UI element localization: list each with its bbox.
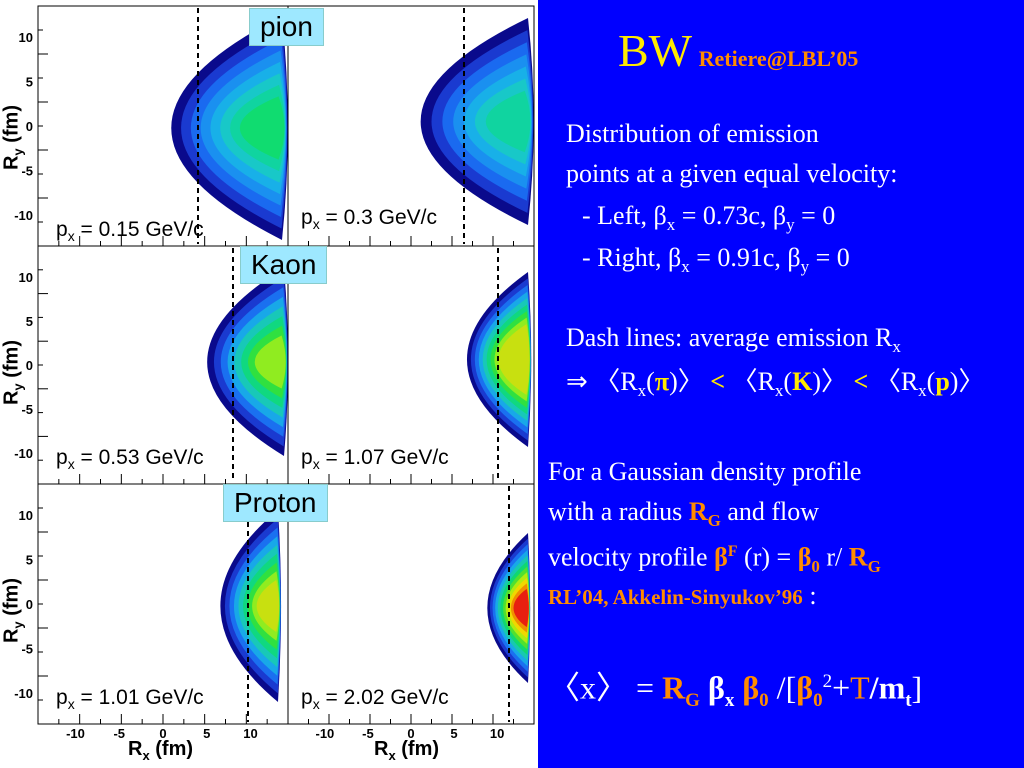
ytick-label-3-4: -5	[21, 641, 33, 656]
ytick-label-2-5: -10	[14, 446, 33, 461]
contour-2-7	[485, 90, 531, 153]
ytick-label-1-2: 5	[26, 75, 33, 90]
ytick-label-2-4: -5	[21, 402, 33, 417]
proton-label: Proton	[223, 484, 328, 522]
text-line-5: Dash lines: average emission Rx	[566, 323, 901, 357]
x-axis-title-2: Rx (fm)	[374, 738, 440, 763]
xtick-label-2-2: -5	[362, 726, 374, 741]
text-line-4: - Right, βx = 0.91c, βy = 0	[582, 243, 850, 277]
ytick-label-1-3: 0	[26, 119, 33, 134]
xtick-label-1-4: 5	[203, 726, 210, 741]
xtick-label-1-1: -10	[66, 726, 85, 741]
momentum-label-3: px = 0.53 GeV/c	[56, 446, 204, 473]
pion-label: pion	[249, 8, 324, 46]
ytick-label-3-3: 0	[26, 597, 33, 612]
text-line-10: RL’04, Akkelin-Sinyukov’96 :	[548, 581, 817, 610]
text-line-7: For a Gaussian density profile	[548, 457, 862, 486]
momentum-label-2: px = 0.3 GeV/c	[301, 206, 438, 233]
ytick-label-2-2: 5	[26, 314, 33, 329]
momentum-label-5: px = 1.01 GeV/c	[56, 686, 204, 713]
text-panel: BW Retiere@LBL’05 Distribution of emissi…	[538, 0, 1024, 768]
text-line-3: - Left, βx = 0.73c, βy = 0	[582, 201, 836, 235]
contour-1-8	[239, 96, 285, 160]
ytick-label-3-1: 10	[19, 508, 33, 523]
text-line-9: velocity profile βF (r) = β0 r/ RG	[548, 542, 881, 576]
xtick-label-2-1: -10	[316, 726, 335, 741]
contour-6-11	[513, 588, 529, 628]
y-axis-title-3: Ry (fm)	[0, 578, 26, 644]
xtick-label-1-2: -5	[113, 726, 125, 741]
xtick-label-1-5: 10	[243, 726, 257, 741]
y-axis-title-2: Ry (fm)	[0, 340, 26, 406]
xtick-label-2-3: 0	[407, 726, 414, 741]
slide-title: BW Retiere@LBL’05	[618, 25, 859, 76]
text-line-1: Distribution of emission	[566, 119, 819, 148]
contour-3-8	[254, 335, 286, 389]
text-line-6: ⇒ 〈Rx(π)〉 < 〈Rx(K)〉 < 〈Rx(p)〉	[566, 367, 985, 401]
contour-4-11	[506, 337, 530, 382]
xtick-label-2-5: 10	[490, 726, 504, 741]
ytick-label-1-1: 10	[19, 30, 33, 45]
kaon-label: Kaon	[240, 246, 328, 284]
momentum-label-1: px = 0.15 GeV/c	[56, 218, 204, 245]
x-axis-title-1: Rx (fm)	[128, 738, 194, 763]
ytick-label-1-5: -10	[14, 208, 33, 223]
contour-5-9	[256, 579, 280, 633]
xtick-label-2-4: 5	[450, 726, 457, 741]
emission-plots: 10 5 0 -5 -10 10 5 0 -5 -10 10 5 0 -5 -10 -10 -5 0 5 10 -10 -…	[14, 5, 535, 741]
momentum-label-4: px = 1.07 GeV/c	[301, 446, 449, 473]
figure-panel: 10 5 0 -5 -10 10 5 0 -5 -10 10 5 0 -5 -10 -10 -5 0 5 10 -10 -…	[0, 0, 538, 768]
momentum-label-6: px = 2.02 GeV/c	[301, 686, 449, 713]
text-line-8: with a radius RG and flow	[548, 497, 820, 531]
ytick-label-3-2: 5	[26, 553, 33, 568]
ytick-label-2-3: 0	[26, 358, 33, 373]
ytick-label-3-5: -10	[14, 686, 33, 701]
ytick-label-2-1: 10	[19, 270, 33, 285]
formula: 〈x〉 = RG βx β0 /[β02+T/mt]	[548, 669, 923, 712]
ytick-label-1-4: -5	[21, 163, 33, 178]
y-axis-title-1: Ry (fm)	[0, 105, 26, 171]
text-line-2: points at a given equal velocity:	[566, 159, 898, 188]
xtick-label-1-3: 0	[159, 726, 166, 741]
